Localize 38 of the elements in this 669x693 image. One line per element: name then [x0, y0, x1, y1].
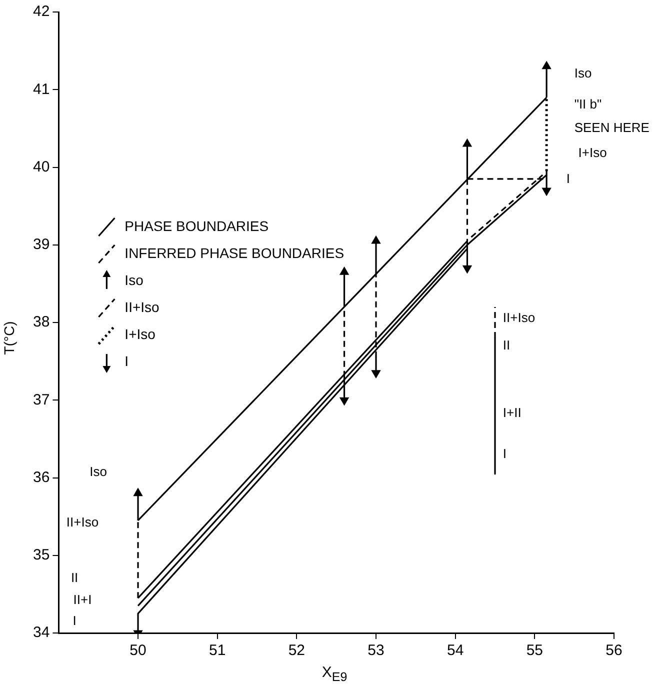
annotation: I: [72, 612, 76, 628]
legend-label: Iso: [124, 272, 144, 288]
x-tick-label: 53: [368, 642, 384, 660]
y-tick-label: 35: [32, 546, 50, 564]
x-axis-title: X$_{E9}$: [320, 664, 348, 684]
y-tick-label: 34: [32, 624, 50, 642]
x-tick-label: 50: [130, 642, 146, 660]
x-tick-label: 54: [446, 642, 464, 660]
y-tick-label: 38: [32, 314, 50, 331]
x-tick-label: 52: [288, 642, 306, 660]
x-tick-label: 51: [209, 642, 226, 660]
legend-label: II+Iso: [124, 298, 160, 315]
annotation: II: [70, 570, 78, 586]
annotation: II+Iso: [66, 514, 99, 530]
legend-label: I: [124, 352, 129, 369]
legend-label: PHASE BOUNDARIES: [124, 218, 269, 234]
y-axis-title: T(°C): [0, 321, 17, 355]
y-tick-label: 41: [32, 80, 50, 98]
annotation: Iso: [90, 464, 108, 479]
annotation: Iso: [574, 66, 592, 81]
y-tick-label: 37: [32, 391, 50, 408]
annotation: II+Iso: [502, 310, 536, 326]
y-tick-label: 40: [32, 158, 50, 176]
annotation: II: [502, 337, 510, 352]
x-tick-label: 55: [526, 642, 544, 660]
y-tick-label: 36: [32, 468, 50, 486]
legend-label: I+Iso: [124, 326, 156, 342]
legend-label: INFERRED PHASE BOUNDARIES: [124, 244, 344, 261]
annotation: I: [566, 171, 570, 186]
y-tick-label: 39: [32, 236, 50, 254]
annotation: I: [502, 446, 507, 462]
x-tick-label: 56: [606, 642, 622, 660]
annotation: "II b": [574, 96, 602, 112]
annotation: I+Iso: [578, 144, 607, 160]
annotation: II+I: [73, 592, 92, 607]
annotation: I+II: [502, 404, 522, 420]
y-tick-label: 42: [32, 3, 50, 20]
annotation: SEEN HERE: [574, 120, 650, 136]
